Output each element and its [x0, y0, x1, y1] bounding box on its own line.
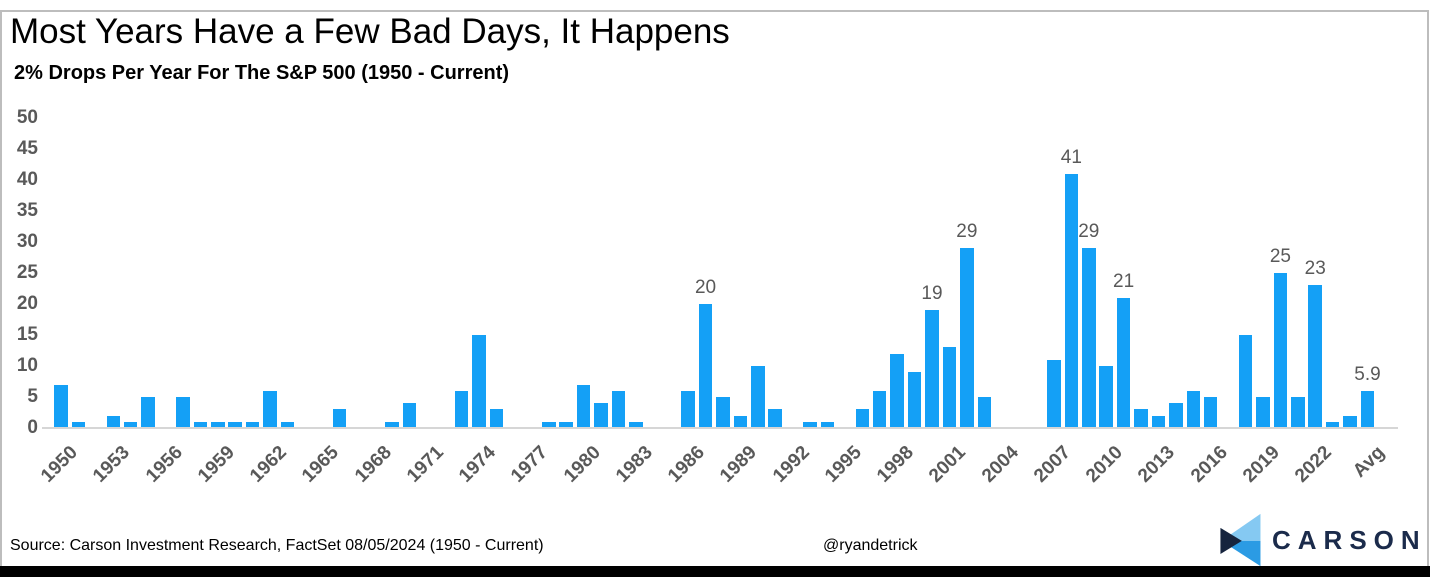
logo-arrow: [1220, 527, 1242, 554]
bar-value-label-2009: 29: [1078, 221, 1100, 243]
bar-2013: [1151, 415, 1166, 428]
source-text: Source: Carson Investment Research, Fact…: [10, 537, 544, 554]
bar-1950: [54, 384, 68, 428]
carson-logo-icon: [1220, 513, 1261, 567]
logo-chevron-bottom: [1221, 540, 1261, 567]
bar-1983: [629, 421, 643, 428]
bar-1978: [542, 421, 556, 428]
y-tick-label-5: 5: [27, 386, 38, 407]
bar-2023: [1325, 421, 1340, 428]
bar-2010: [1099, 366, 1113, 428]
bar-1970: [402, 403, 417, 428]
bar-1980: [576, 384, 591, 428]
bar-1974: [472, 335, 486, 428]
y-tick-label-15: 15: [16, 324, 38, 345]
bar-2003: [977, 397, 991, 428]
twitter-handle: @ryandetrick: [823, 537, 918, 554]
bar-1973: [454, 390, 469, 428]
bar-1993: [803, 421, 817, 428]
bar-1982: [611, 390, 626, 428]
carson-logo: CARSON: [1216, 511, 1421, 567]
bar-1991: [768, 409, 782, 428]
logo-chevron-top: [1221, 513, 1261, 541]
bar-value-label-2020: 25: [1269, 246, 1291, 267]
chart-subtitle: 2% Drops Per Year For The S&P 500 (1950 …: [14, 62, 510, 84]
bar-1959: [211, 421, 225, 428]
bar-2018: [1238, 335, 1253, 428]
chart-title: Most Years Have a Few Bad Days, It Happe…: [10, 12, 730, 51]
bar-1975: [489, 409, 504, 428]
bar-2000: [925, 310, 939, 428]
bar-2001: [942, 347, 957, 428]
bar-1989: [733, 415, 748, 428]
y-tick-label-50: 50: [16, 107, 38, 128]
bar-1994: [820, 421, 835, 428]
bar-1962: [263, 390, 277, 428]
bar-value-label-1987: 20: [694, 277, 717, 298]
y-tick-label-35: 35: [16, 200, 38, 221]
bar-1953: [106, 415, 120, 428]
bar-1998: [890, 353, 904, 428]
y-tick-label-30: 30: [16, 231, 38, 252]
bar-2019: [1256, 397, 1270, 428]
bar-2024: [1343, 415, 1357, 428]
bar-1988: [716, 397, 730, 428]
bar-value-label-2000: 19: [921, 283, 943, 305]
bar-1960: [228, 421, 242, 428]
bar-value-label-2011: 21: [1113, 270, 1135, 292]
carson-logo-text: CARSON: [1272, 525, 1427, 555]
bar-1966: [332, 409, 347, 428]
frame-border-top: [2, 10, 1428, 12]
x-tick-label-1965: 1965: [298, 442, 344, 487]
bar-value-label-avg: 5.9: [1354, 364, 1381, 386]
y-tick-label-45: 45: [16, 138, 38, 159]
bar-1961: [245, 421, 260, 428]
bar-1981: [594, 403, 608, 428]
bar-2021: [1291, 397, 1305, 428]
bar-1951: [71, 421, 86, 428]
x-axis-line: [42, 427, 1398, 429]
bar-2002: [960, 248, 974, 428]
bar-1986: [681, 390, 695, 428]
bar-value-label-2002: 29: [956, 221, 978, 243]
bar-2008: [1064, 173, 1079, 428]
bar-value-label-2008: 41: [1060, 146, 1082, 168]
x-tick-label-1953: 1953: [89, 442, 135, 487]
y-tick-label-0: 0: [27, 417, 38, 438]
y-tick-label-25: 25: [16, 262, 38, 283]
bar-1954: [123, 421, 138, 428]
bar-2012: [1134, 409, 1148, 428]
bottom-black-bar: [0, 566, 1430, 577]
frame-border-right: [1427, 10, 1429, 566]
bar-2014: [1169, 403, 1183, 428]
bar-value-label-2022: 23: [1304, 258, 1326, 280]
bar-1955: [141, 397, 155, 428]
bar-1957: [176, 397, 190, 428]
frame-border-left: [0, 10, 2, 566]
bar-1963: [280, 421, 295, 428]
bar-2009: [1082, 248, 1096, 428]
bar-2020: [1273, 273, 1288, 428]
y-tick-label-40: 40: [16, 169, 38, 190]
bar-1979: [559, 421, 573, 428]
bar-1999: [907, 372, 922, 428]
bar-1997: [872, 390, 887, 428]
bar-1958: [193, 421, 208, 428]
bar-2007: [1047, 359, 1061, 428]
bar-2011: [1116, 297, 1131, 428]
bar-2015: [1186, 390, 1201, 428]
bar-2016: [1203, 397, 1218, 428]
bar-1969: [385, 421, 399, 428]
y-tick-label-20: 20: [16, 293, 38, 314]
bar-2022: [1308, 285, 1322, 428]
bar-avg: [1360, 391, 1375, 428]
bar-1990: [751, 366, 765, 428]
bar-1996: [855, 409, 870, 428]
bar-1987: [698, 304, 713, 428]
y-tick-label-10: 10: [16, 355, 38, 376]
